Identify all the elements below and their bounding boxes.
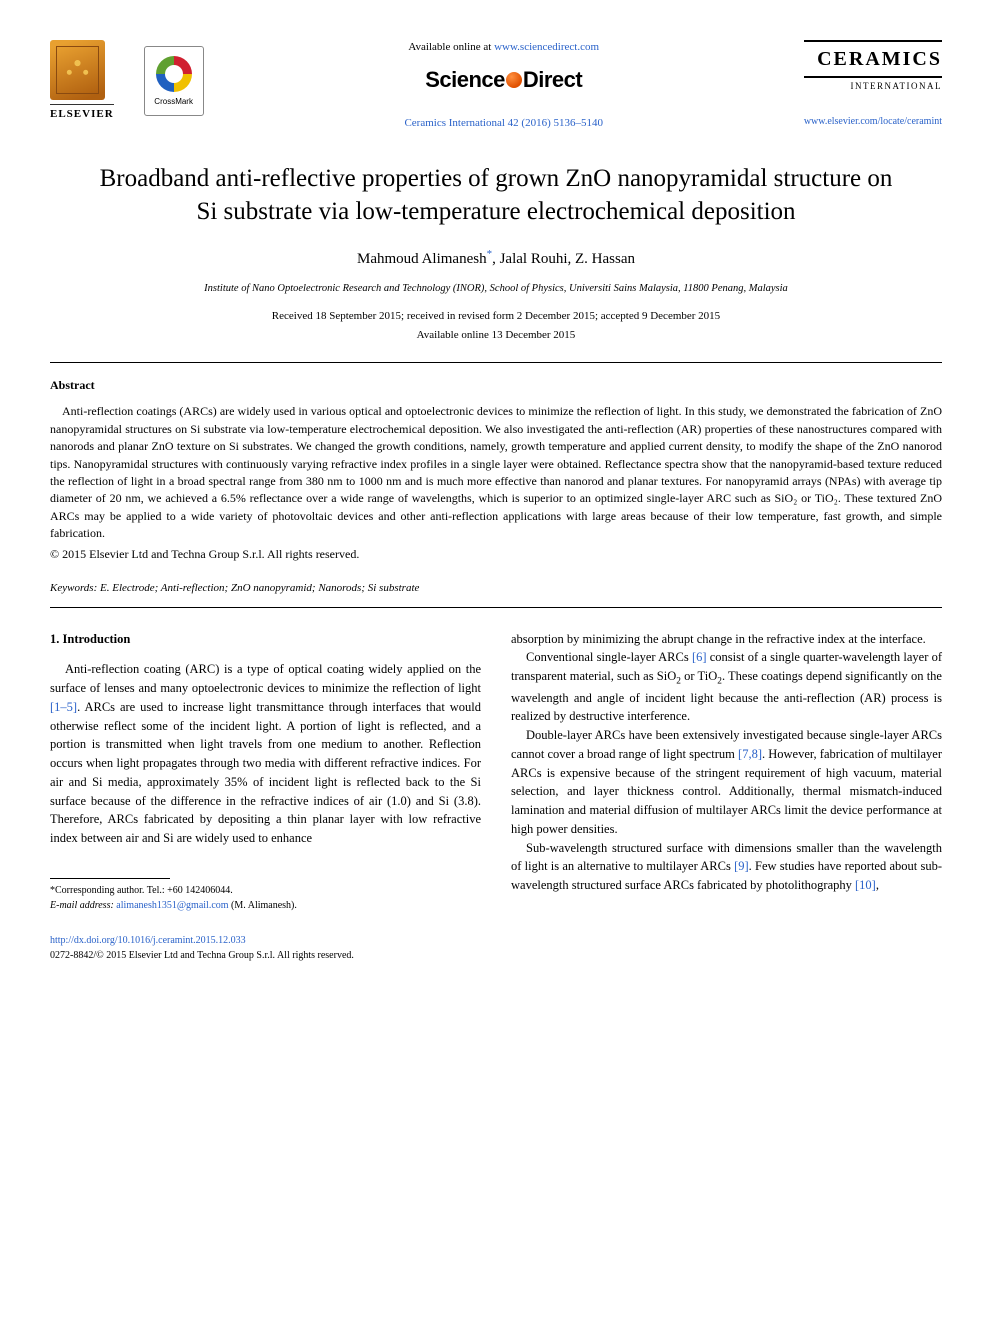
p2-c: or TiO [681,669,717,683]
para-4: Sub-wavelength structured surface with d… [511,839,942,895]
author-list: Mahmoud Alimanesh*, Jalal Rouhi, Z. Hass… [50,247,942,270]
doi-link[interactable]: http://dx.doi.org/10.1016/j.ceramint.201… [50,935,246,946]
ref-10[interactable]: [10] [855,878,876,892]
ref-9[interactable]: [9] [734,859,749,873]
section-1-heading: 1. Introduction [50,630,481,649]
rule-bottom [50,607,942,608]
keywords-line: Keywords: E. Electrode; Anti-reflection;… [50,581,942,596]
ref-7-8[interactable]: [7,8] [738,747,762,761]
p2-a: Conventional single-layer ARCs [526,650,692,664]
ref-1-5[interactable]: [1–5] [50,700,77,714]
crossmark-label: CrossMark [154,96,193,107]
corr-tel: +60 142406044. [167,885,233,896]
p1-a: Anti-reflection coating (ARC) is a type … [50,662,481,695]
elsevier-logo[interactable]: ELSEVIER [50,40,114,122]
doi-block: http://dx.doi.org/10.1016/j.ceramint.201… [50,933,942,963]
abstract-heading: Abstract [50,377,942,394]
column-right: absorption by minimizing the abrupt chan… [511,630,942,913]
journal-title: CERAMICS [804,40,942,78]
para-1-part1: Anti-reflection coating (ARC) is a type … [50,660,481,848]
elsevier-name: ELSEVIER [50,104,114,122]
sciencedirect-logo[interactable]: Science Direct [224,65,784,96]
affiliation: Institute of Nano Optoelectronic Researc… [50,282,942,297]
crossmark-icon [156,56,192,92]
para-2: Conventional single-layer ARCs [6] consi… [511,648,942,726]
author-1[interactable]: Mahmoud Alimanesh [357,251,487,267]
corresponding-footnote: *Corresponding author. Tel.: +60 1424060… [50,883,481,913]
p4-c: , [876,878,879,892]
footnote-separator [50,878,170,879]
sd-text-1: Science [425,67,505,92]
ref-6[interactable]: [6] [692,650,707,664]
rule-top [50,362,942,363]
journal-subtitle: INTERNATIONAL [804,80,942,93]
available-online-date: Available online 13 December 2015 [50,328,942,343]
keywords-label: Keywords: [50,582,97,594]
abstract-body: Anti-reflection coatings (ARCs) are wide… [50,403,942,542]
corr-label: *Corresponding author. Tel.: [50,885,167,896]
author-rest: , Jalal Rouhi, Z. Hassan [492,251,635,267]
sd-orange-ball-icon [506,72,522,88]
para-1-part2: absorption by minimizing the abrupt chan… [511,630,942,649]
available-text: Available online at [408,41,494,53]
para-3: Double-layer ARCs have been extensively … [511,726,942,839]
header-center: Available online at www.sciencedirect.co… [204,40,804,132]
journal-header: ELSEVIER CrossMark Available online at w… [50,40,942,132]
column-left: 1. Introduction Anti-reflection coating … [50,630,481,913]
abstract-copyright: © 2015 Elsevier Ltd and Techna Group S.r… [50,546,942,563]
issn-line: 0272-8842/© 2015 Elsevier Ltd and Techna… [50,950,354,961]
journal-homepage-link[interactable]: www.elsevier.com/locate/ceramint [804,115,942,129]
crossmark-badge[interactable]: CrossMark [144,46,204,116]
email-paren: (M. Alimanesh). [229,900,297,911]
sd-text-2: Direct [523,67,582,92]
p1-b: . ARCs are used to increase light transm… [50,700,481,845]
article-dates: Received 18 September 2015; received in … [50,309,942,324]
sciencedirect-url[interactable]: www.sciencedirect.com [494,41,599,53]
elsevier-tree-icon [50,40,105,100]
header-left-logos: ELSEVIER CrossMark [50,40,204,122]
corr-email[interactable]: alimanesh1351@gmail.com [114,900,229,911]
citation[interactable]: Ceramics International 42 (2016) 5136–51… [224,116,784,131]
body-columns: 1. Introduction Anti-reflection coating … [50,630,942,913]
article-title: Broadband anti-reflective properties of … [90,162,902,230]
email-label: E-mail address: [50,900,114,911]
keywords-list: E. Electrode; Anti-reflection; ZnO nanop… [97,582,419,594]
header-right: CERAMICS INTERNATIONAL www.elsevier.com/… [804,40,942,129]
available-online-line: Available online at www.sciencedirect.co… [224,40,784,55]
